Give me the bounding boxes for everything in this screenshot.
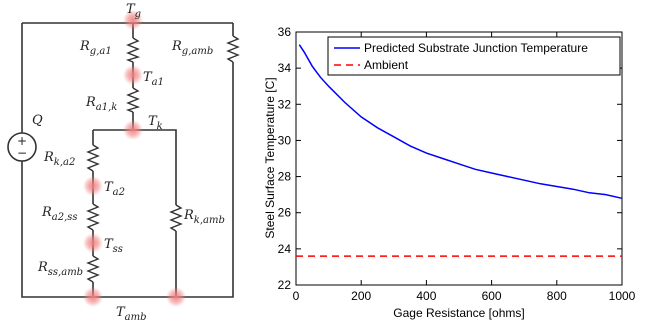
x-tick-label: 600 (482, 289, 502, 303)
resistor-ra1k (125, 87, 141, 113)
resistor-rga1 (125, 37, 141, 63)
series-line-predicted (298, 44, 623, 200)
node-label-tss: Tss (104, 237, 123, 255)
node-label-ta2: Ta2 (104, 180, 125, 198)
source-minus: − (17, 146, 27, 160)
x-ticks: 0 200 400 600 800 1000 (293, 32, 636, 303)
node-marker-ta2 (83, 176, 103, 196)
node-label-ta1: Ta1 (143, 70, 164, 88)
resistor-rssamb (86, 255, 100, 283)
x-tick-label: 400 (416, 289, 436, 303)
y-tick-label: 34 (278, 61, 292, 75)
source-label: Q (32, 113, 43, 128)
x-tick-label: 200 (351, 289, 371, 303)
y-tick-label: 22 (278, 278, 292, 292)
y-tick-label: 24 (278, 242, 292, 256)
x-tick-label: 0 (293, 289, 300, 303)
y-ticks: 22 24 26 28 30 32 34 36 (278, 25, 622, 292)
node-markers (83, 10, 186, 307)
current-source-icon (7, 132, 37, 162)
node-marker-tk (123, 120, 143, 140)
node-marker-amb-right (166, 287, 186, 307)
wire-left-lower (21, 161, 93, 298)
node-label-tamb: Tamb (116, 305, 147, 323)
resistor-label-rkamb: Rk,amb (183, 208, 225, 226)
node-marker-tss (83, 233, 103, 253)
legend-entry: Predicted Substrate Junction Temperature (364, 41, 588, 55)
resistor-label-ra2ss: Ra2,ss (41, 205, 78, 223)
wire-right-branch (93, 23, 234, 298)
legend-box (327, 36, 621, 76)
x-tick-label: 1000 (609, 289, 636, 303)
resistor-label-rssamb: Rss,amb (37, 260, 83, 278)
resistor-label-rgamb: Rg,amb (171, 39, 213, 57)
resistor-label-ra1k: Ra1,k (85, 95, 117, 113)
resistor-rkamb (169, 204, 183, 232)
y-tick-label: 32 (278, 97, 292, 111)
wire-k-node (93, 129, 177, 297)
source-plus: + (17, 134, 27, 148)
node-marker-tg (123, 10, 143, 30)
y-tick-label: 28 (278, 170, 292, 184)
resistor-label-rga1: Rg,a1 (79, 39, 112, 57)
series-lines (296, 44, 623, 257)
legend-entry: Ambient (364, 58, 409, 72)
x-tick-label: 800 (547, 289, 567, 303)
y-tick-label: 26 (278, 206, 292, 220)
node-label-tk: Tk (148, 114, 163, 132)
y-axis-label: Steel Surface Temperature [C] (263, 77, 277, 238)
circuit-diagram: + − Q Tg Ta1 Tk Ta2 Tss Tamb Rg,a1 Rg,am… (7, 2, 240, 323)
legend: Predicted Substrate Junction Temperature… (327, 36, 621, 76)
node-marker-ta1 (123, 65, 143, 85)
temperature-chart: 22 24 26 28 30 32 34 36 0 200 400 600 800 1000 Gage … (263, 25, 636, 320)
resistor-label-rka2: Rk,a2 (43, 150, 75, 168)
x-axis-label: Gage Resistance [ohms] (393, 306, 524, 320)
resistor-rgamb (226, 35, 240, 63)
y-tick-label: 36 (278, 25, 292, 39)
y-tick-label: 30 (278, 133, 292, 147)
resistor-rka2 (86, 144, 100, 172)
node-marker-amb-left (83, 287, 103, 307)
resistor-ra2ss (86, 203, 100, 231)
node-label-tg: Tg (126, 2, 141, 20)
